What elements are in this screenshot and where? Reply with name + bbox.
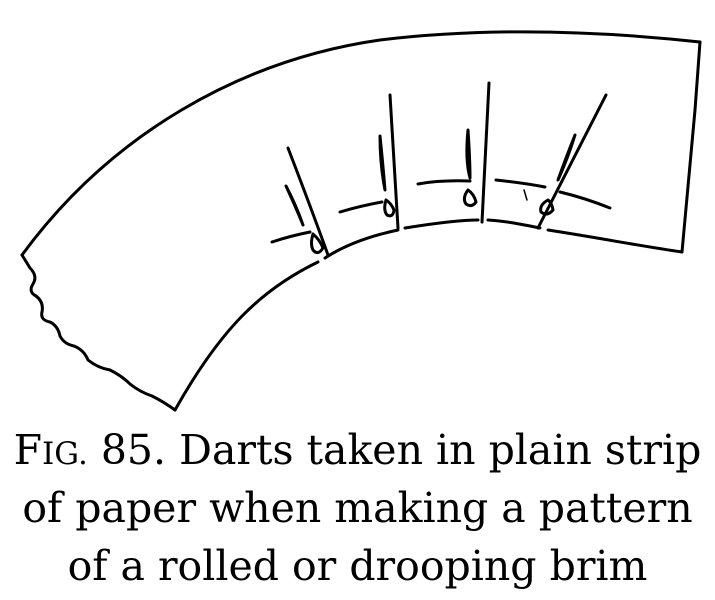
pin-shaft-1	[284, 184, 305, 227]
caption-line-1: FIG. 85. Darts taken in plain strip	[0, 430, 715, 471]
guide-line-3	[416, 179, 472, 186]
inner-edge-segment-3	[403, 218, 480, 230]
inner-edge-segment-5	[546, 228, 684, 254]
pin-head-4	[539, 198, 555, 216]
guide-dot-mark	[523, 189, 528, 201]
pin-head-3	[462, 188, 478, 208]
caption-line-1-text: 85. Darts taken in plain strip	[87, 426, 702, 474]
dart-fold-line-2	[388, 93, 400, 230]
caption-fig-prefix-initial: F	[13, 426, 43, 474]
inner-edge-segment-2	[323, 228, 400, 260]
pin-shaft-4	[556, 133, 577, 182]
dart-fold-line-3	[480, 81, 491, 224]
outer-edge-line	[20, 30, 702, 257]
guide-line-2	[338, 200, 384, 214]
dart-fold-line-4	[536, 93, 608, 230]
brim-pattern-figure	[20, 30, 702, 412]
guide-line-5	[558, 190, 612, 210]
pin-shaft-2	[378, 134, 387, 192]
pin-head-1	[310, 232, 325, 255]
right-end-edge	[680, 40, 702, 254]
guide-line-1	[270, 230, 312, 244]
caption-fig-prefix-rest: IG.	[42, 436, 88, 472]
pin-head-2	[383, 198, 396, 218]
left-wavy-edge	[20, 253, 177, 412]
caption-line-2: of paper when making a pattern	[22, 484, 693, 532]
caption-line-3: of a rolled or drooping brim	[67, 542, 648, 590]
dart-fold-line-1	[286, 146, 330, 257]
pin-shaft-3	[465, 128, 472, 180]
guide-line-4	[494, 178, 547, 189]
inner-edge-segment-1	[173, 260, 320, 412]
inner-edge-segment-4	[486, 218, 542, 230]
